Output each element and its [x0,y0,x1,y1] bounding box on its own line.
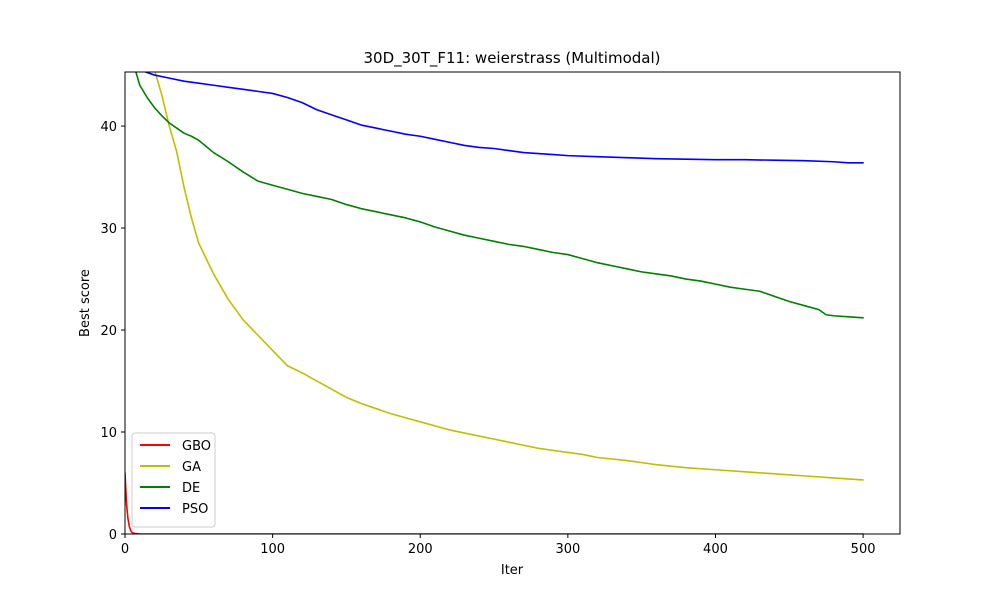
chart-title: 30D_30T_F11: weierstrass (Multimodal) [364,49,661,68]
y-tick-label: 0 [109,528,117,543]
x-tick-label: 300 [555,542,580,557]
y-tick-label: 10 [100,426,117,441]
series-line-ga [154,72,864,481]
x-tick-label: 0 [121,542,129,557]
y-axis-title: Best score [78,269,93,337]
y-tick-label: 30 [100,222,117,237]
x-tick-label: 500 [851,542,876,557]
legend-label-de: DE [182,481,200,496]
x-tick-label: 100 [260,542,285,557]
legend: GBO GA DE PSO [131,432,216,528]
x-axis: 0 100 200 300 400 500 [121,534,876,557]
x-tick-label: 200 [408,542,433,557]
y-tick-label: 40 [100,120,117,135]
x-axis-title: Iter [501,563,524,578]
series-line-pso [143,72,864,164]
legend-box [131,432,216,528]
y-tick-label: 20 [100,324,117,339]
legend-label-gbo: GBO [182,439,211,454]
y-axis: 0 10 20 30 40 [100,120,125,543]
plot-frame [124,71,901,535]
series-line-de [135,72,864,319]
x-tick-label: 400 [703,542,728,557]
legend-label-ga: GA [182,460,201,475]
legend-label-pso: PSO [182,502,208,517]
